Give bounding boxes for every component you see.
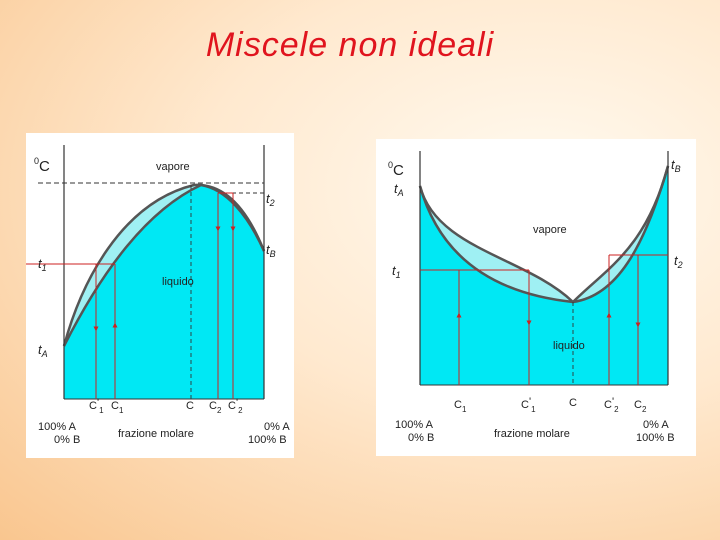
left-c1-label: C1 bbox=[111, 400, 124, 415]
left-phase-diagram: 0C vapore t2 tB t1 liquido tA C'1 C1 C C… bbox=[26, 145, 290, 446]
left-unit-label: 0C bbox=[34, 156, 50, 175]
left-c2p-label: C'2 bbox=[228, 397, 243, 415]
left-composition-b2: 100% B bbox=[248, 434, 287, 446]
right-c2-label: C2 bbox=[634, 399, 647, 414]
right-c1p-label: C'1 bbox=[521, 396, 536, 414]
right-liquid-curve bbox=[418, 165, 670, 304]
left-liquid-label: liquido bbox=[162, 276, 194, 288]
left-t2-label: t2 bbox=[266, 191, 275, 208]
left-liquid-region bbox=[64, 185, 264, 399]
slide-title: Miscele non ideali bbox=[205, 26, 495, 64]
right-composition-a: 100% A bbox=[395, 419, 434, 431]
left-liquid-curve bbox=[62, 183, 266, 347]
left-vapor-label: vapore bbox=[156, 161, 190, 173]
right-axis-label: frazione molare bbox=[494, 428, 570, 440]
right-unit-label: 0C bbox=[388, 160, 404, 179]
right-vapor-label: vapore bbox=[533, 224, 567, 236]
left-composition-b: 0% A bbox=[264, 421, 290, 433]
right-phase-diagram-panel: 0C tA tB vapore t1 t2 liquido C1 C'1 C C… bbox=[376, 139, 696, 456]
right-tB-label: tB bbox=[671, 157, 681, 174]
left-axis-label: frazione molare bbox=[118, 428, 194, 440]
right-c2p-label: C'2 bbox=[604, 396, 619, 414]
left-two-phase-region bbox=[64, 184, 264, 346]
right-liquid-region bbox=[420, 166, 668, 385]
right-phase-diagram: 0C tA tB vapore t1 t2 liquido C1 C'1 C C… bbox=[388, 151, 683, 444]
right-composition-a2: 0% B bbox=[408, 432, 434, 444]
left-t1-label: t1 bbox=[38, 256, 47, 273]
left-c1p-label: C'1 bbox=[89, 397, 104, 415]
left-vapor-curve bbox=[62, 183, 266, 347]
right-composition-b: 0% A bbox=[643, 419, 669, 431]
left-composition-a: 100% A bbox=[38, 421, 77, 433]
left-c-label: C bbox=[186, 400, 194, 412]
right-two-phase-region bbox=[420, 166, 668, 302]
right-liquid-label: liquido bbox=[553, 340, 585, 352]
right-c1-label: C1 bbox=[454, 399, 467, 414]
left-phase-diagram-panel: 0C vapore t2 tB t1 liquido tA C'1 C1 C C… bbox=[26, 133, 294, 458]
left-tB-label: tB bbox=[266, 242, 276, 259]
right-tA-label: tA bbox=[394, 181, 404, 198]
right-t2-label: t2 bbox=[674, 253, 683, 270]
left-composition-a2: 0% B bbox=[54, 434, 80, 446]
right-c-label: C bbox=[569, 397, 577, 409]
right-composition-b2: 100% B bbox=[636, 432, 675, 444]
left-tA-label: tA bbox=[38, 342, 48, 359]
right-t1-label: t1 bbox=[392, 263, 401, 280]
left-c2-label: C2 bbox=[209, 400, 222, 415]
